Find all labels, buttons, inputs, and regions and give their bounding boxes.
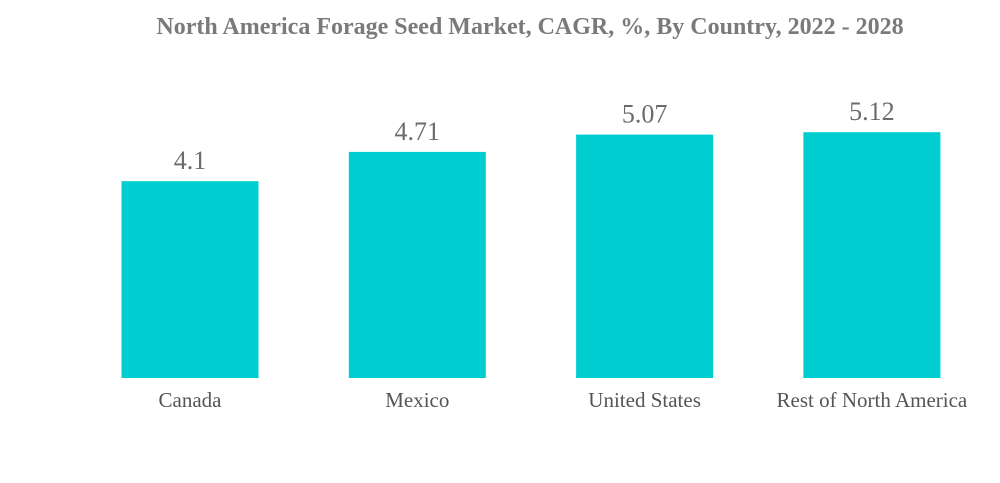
category-label-canada: Canada — [159, 388, 223, 412]
bar-mexico — [348, 151, 486, 378]
category-labels-group: Canada Mexico United States Rest of North A… — [159, 388, 968, 412]
value-label-canada: 4.1 — [174, 146, 207, 175]
bars-group — [121, 132, 941, 378]
category-label-united-states: United States — [588, 388, 701, 412]
bar-united-states — [576, 134, 714, 378]
chart-title: North America Forage Seed Market, CAGR, … — [156, 14, 904, 40]
bar-canada — [121, 181, 259, 378]
value-label-united-states: 5.07 — [622, 100, 668, 129]
value-label-mexico: 4.71 — [395, 117, 441, 146]
value-label-rest-of-north-america: 5.12 — [849, 97, 895, 126]
value-labels-group: 4.1 4.71 5.07 5.12 — [174, 97, 895, 175]
category-label-mexico: Mexico — [385, 388, 449, 412]
bar-rest-of-north-america — [803, 132, 941, 378]
category-label-rest-of-north-america: Rest of North America — [777, 388, 968, 412]
